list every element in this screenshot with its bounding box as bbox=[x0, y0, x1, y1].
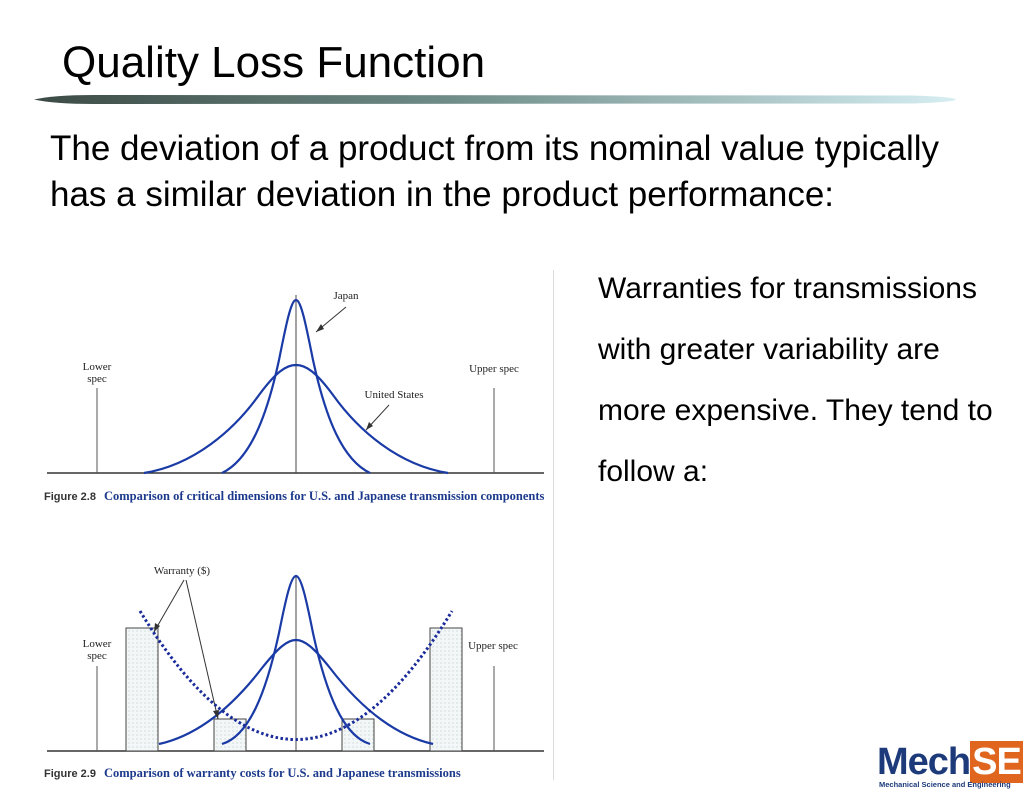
figure-2-plot bbox=[47, 574, 544, 752]
logo-mech: Mech bbox=[877, 741, 971, 783]
figure-warranty-costs: Warranty ($) Lower spec Upper spec Figur… bbox=[44, 558, 554, 788]
panel-divider bbox=[553, 270, 554, 780]
us-distribution-curve bbox=[158, 638, 434, 746]
japan-distribution-curve bbox=[221, 574, 371, 746]
figure-2-caption: Figure 2.9 Comparison of warranty costs f… bbox=[44, 766, 549, 781]
japan-label: Japan bbox=[333, 290, 359, 302]
logo-wordmark: MechSE bbox=[877, 741, 1023, 783]
warranty-label: Warranty ($) bbox=[153, 565, 211, 577]
upper-spec-label: Upper spec bbox=[469, 363, 519, 375]
lead-paragraph: The deviation of a product from its nomi… bbox=[50, 129, 940, 214]
warranty-pointer-1 bbox=[153, 579, 185, 633]
logo-subtitle: Mechanical Science and Engineering bbox=[879, 780, 1011, 789]
side-paragraph: Warranties for transmissions with greate… bbox=[598, 272, 993, 488]
japan-distribution-curve bbox=[221, 298, 371, 474]
figure-2-caption-text: Comparison of warranty costs for U.S. an… bbox=[103, 766, 461, 780]
figure-1-number: Figure 2.8 bbox=[44, 491, 96, 503]
united-states-label: United States bbox=[364, 389, 424, 401]
logo-se: SE bbox=[970, 741, 1023, 783]
lower-spec-label: Lower spec bbox=[82, 361, 112, 385]
warranty-pointer-2 bbox=[185, 579, 219, 720]
figure-critical-dimensions: Japan United States Lower spec Upper spe… bbox=[44, 280, 554, 520]
warranty-bar-lower-outer bbox=[125, 627, 159, 752]
quadratic-loss-curve bbox=[138, 610, 454, 741]
us-distribution-curve bbox=[143, 363, 449, 475]
lower-spec-label: Lower spec bbox=[82, 638, 112, 662]
mechse-logo: MechSE Mechanical Science and Engineerin… bbox=[877, 741, 1024, 791]
figure-1-caption: Figure 2.8 Comparison of critical dimensi… bbox=[44, 489, 549, 504]
upper-spec-label: Upper spec bbox=[468, 640, 518, 652]
figure-2-number: Figure 2.9 bbox=[44, 768, 96, 780]
slide-title: Quality Loss Function bbox=[62, 38, 486, 87]
title-underline bbox=[34, 95, 956, 104]
warranty-bar-upper-inner bbox=[341, 718, 375, 752]
figure-1-caption-text: Comparison of critical dimensions for U.… bbox=[103, 489, 545, 503]
warranty-bar-upper-outer bbox=[429, 627, 463, 752]
warranty-bar-lower-inner bbox=[213, 718, 247, 752]
figure-1-plot bbox=[47, 295, 544, 475]
